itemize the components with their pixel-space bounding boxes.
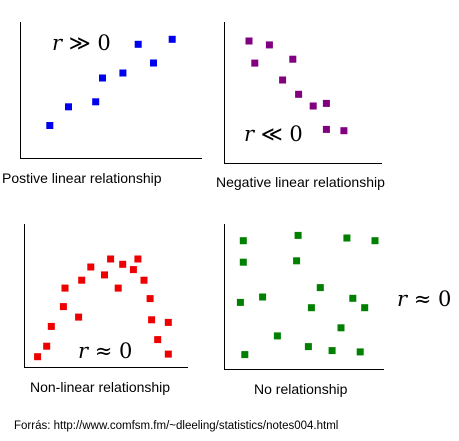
point-negative-5 — [295, 91, 302, 98]
annotation-none-var: r — [397, 287, 407, 311]
plot-none — [224, 224, 384, 370]
point-none-15 — [329, 347, 336, 354]
axes-none — [225, 224, 385, 370]
point-none-12 — [338, 324, 345, 331]
scatter-none — [224, 224, 384, 370]
scatter-positive — [20, 22, 202, 159]
point-none-5 — [293, 257, 300, 264]
point-none-6 — [317, 284, 324, 291]
point-none-0 — [240, 237, 247, 244]
point-nonlinear-12 — [130, 266, 137, 273]
point-none-3 — [372, 237, 379, 244]
point-positive-4 — [119, 70, 126, 77]
point-positive-5 — [135, 41, 142, 48]
point-nonlinear-7 — [87, 264, 94, 271]
point-negative-4 — [279, 77, 286, 84]
point-nonlinear-17 — [154, 336, 161, 343]
point-none-2 — [343, 235, 350, 242]
point-none-9 — [308, 304, 315, 311]
point-nonlinear-2 — [48, 323, 55, 330]
point-positive-0 — [46, 122, 53, 129]
point-negative-1 — [266, 41, 273, 48]
annotation-negative-var: r — [244, 122, 254, 146]
point-negative-7 — [323, 100, 330, 107]
point-negative-6 — [310, 103, 317, 110]
point-nonlinear-11 — [119, 261, 126, 268]
annotation-negative-rel: ≪ 0 — [261, 122, 303, 146]
caption-negative: Negative linear relationship — [216, 174, 385, 190]
point-positive-3 — [99, 75, 106, 82]
point-nonlinear-16 — [148, 316, 155, 323]
point-nonlinear-19 — [165, 351, 172, 358]
point-nonlinear-14 — [141, 277, 148, 284]
annotation-none: r ≈ 0 — [397, 287, 451, 311]
annotation-nonlinear-var: r — [78, 339, 88, 363]
annotation-positive-rel: ≫ 0 — [69, 31, 111, 55]
caption-positive: Postive linear relationship — [2, 170, 162, 186]
point-none-13 — [274, 332, 281, 339]
annotation-positive: r ≫ 0 — [52, 31, 111, 55]
point-none-17 — [241, 351, 248, 358]
annotation-nonlinear: r ≈ 0 — [78, 339, 132, 363]
point-positive-7 — [169, 36, 176, 43]
point-none-14 — [305, 343, 312, 350]
point-none-16 — [357, 348, 364, 355]
point-nonlinear-13 — [134, 256, 141, 263]
point-negative-0 — [246, 38, 253, 45]
point-none-1 — [295, 232, 302, 239]
point-positive-1 — [65, 103, 72, 110]
point-negative-3 — [289, 56, 296, 63]
point-negative-2 — [251, 60, 258, 67]
point-nonlinear-8 — [101, 271, 108, 278]
annotation-none-rel: ≈ 0 — [414, 287, 452, 311]
point-nonlinear-1 — [43, 343, 50, 350]
point-none-7 — [259, 294, 266, 301]
point-nonlinear-9 — [107, 256, 114, 263]
point-nonlinear-0 — [34, 353, 41, 360]
point-negative-8 — [323, 126, 330, 133]
point-none-8 — [237, 299, 244, 306]
point-positive-6 — [150, 60, 157, 67]
caption-nonlinear: Non-linear relationship — [30, 379, 170, 395]
point-none-10 — [349, 295, 356, 302]
point-nonlinear-3 — [60, 303, 67, 310]
point-nonlinear-5 — [75, 314, 82, 321]
annotation-positive-var: r — [52, 31, 62, 55]
point-nonlinear-10 — [115, 285, 122, 292]
caption-none: No relationship — [254, 381, 347, 397]
point-none-4 — [240, 259, 247, 266]
point-positive-2 — [92, 98, 99, 105]
annotation-nonlinear-rel: ≈ 0 — [95, 339, 133, 363]
point-nonlinear-15 — [147, 295, 154, 302]
annotation-negative: r ≪ 0 — [244, 122, 303, 146]
point-nonlinear-4 — [62, 285, 69, 292]
point-none-11 — [361, 304, 368, 311]
point-nonlinear-18 — [165, 319, 172, 326]
plot-positive — [20, 22, 202, 159]
point-negative-9 — [340, 127, 347, 134]
source-citation: Forrás: http://www.comfsm.fm/~dleeling/s… — [14, 420, 338, 432]
point-nonlinear-6 — [78, 277, 85, 284]
